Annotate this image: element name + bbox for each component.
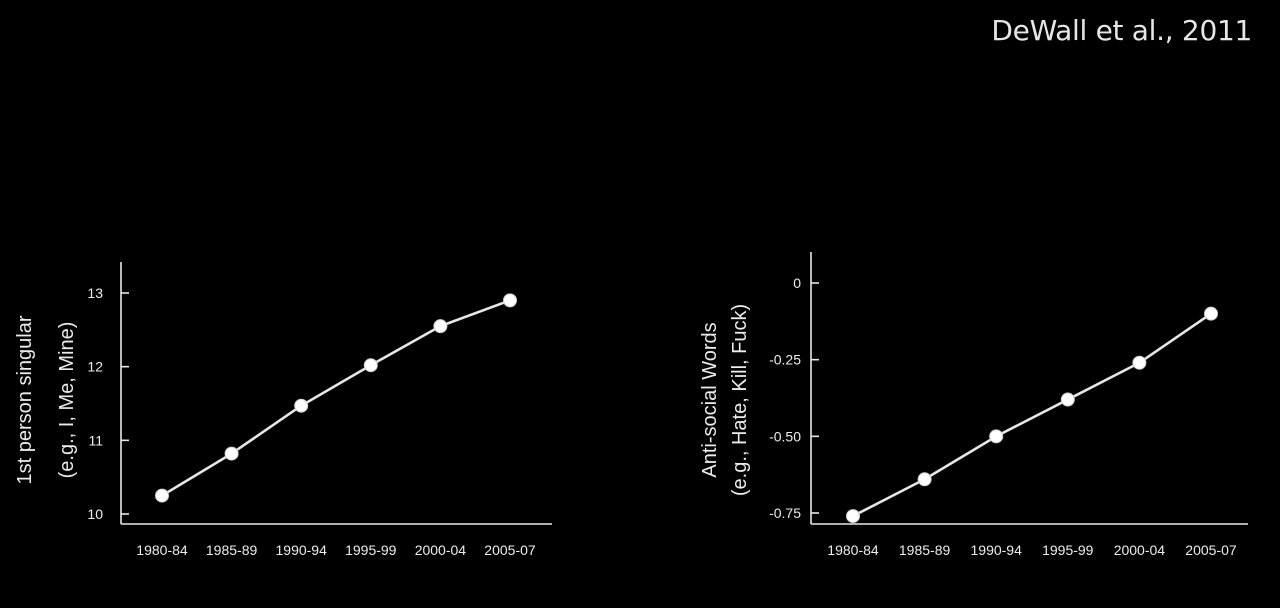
y-tick-label: -0.50 [769,428,801,444]
y-axis-label: 1st person singular (e.g., I, Me, Mine) [14,315,78,484]
data-point [846,509,860,524]
y-tick-label: 0 [793,275,801,291]
series-line [852,312,1212,518]
x-ticks: 1980-84 1985-89 1990-94 1995-99 2000-04 2005-… [136,542,536,558]
x-ticks: 1980-84 1985-89 1990-94 1995-99 2000-04 2005-… [827,542,1237,558]
data-point [1204,306,1218,321]
x-tick-label: 1980-84 [827,542,879,558]
data-points [155,293,517,503]
data-point [433,319,448,334]
y-axis-label: Anti-social Words (e.g., Hate, Kill, Fuc… [699,304,751,496]
data-point [1060,392,1075,407]
x-tick-label: 1995-99 [1042,542,1094,558]
x-tick-label: 1985-89 [206,542,258,558]
y-ticks: 10 11 12 13 [87,285,129,522]
y-axis-label-line2: (e.g., Hate, Kill, Fuck) [729,304,751,496]
chart-first-person-singular: 10 11 12 13 1980-84 1985-89 1990-94 1995-99 200… [14,262,552,558]
y-ticks: 0 -0.25 -0.50 -0.75 [769,275,819,521]
y-tick-label: 12 [87,359,103,375]
data-point [917,472,932,487]
y-axis-label-line2: (e.g., I, Me, Mine) [56,322,78,479]
x-tick-label: 2005-07 [1185,542,1237,558]
series-line [161,299,511,497]
y-axis-label-line1: Anti-social Words [699,322,721,477]
x-tick-label: 1990-94 [276,542,328,558]
x-tick-label: 1985-89 [899,542,951,558]
data-point [363,358,378,373]
x-tick-label: 1995-99 [345,542,397,558]
x-tick-label: 2000-04 [415,542,467,558]
y-tick-label: -0.25 [769,352,801,368]
x-tick-label: 2005-07 [484,542,536,558]
y-axis-label-line1: 1st person singular [14,315,36,484]
y-tick-label: -0.75 [769,505,801,521]
data-point [503,293,517,308]
data-point [294,398,309,413]
data-point [989,429,1004,444]
y-tick-label: 10 [87,506,103,522]
data-points [846,306,1218,524]
y-tick-label: 11 [88,432,103,448]
chart-anti-social-words: 0-0.25-0.50-0.75 1980-84 1985-89 1990-94 19… [699,252,1248,558]
x-tick-label: 1990-94 [971,542,1023,558]
data-point [224,446,239,461]
y-tick-label: 13 [87,285,103,301]
citation-label: DeWall et al., 2011 [991,14,1252,47]
x-tick-label: 2000-04 [1114,542,1166,558]
data-point [1132,355,1147,370]
x-tick-label: 1980-84 [136,542,188,558]
data-point [155,488,169,503]
